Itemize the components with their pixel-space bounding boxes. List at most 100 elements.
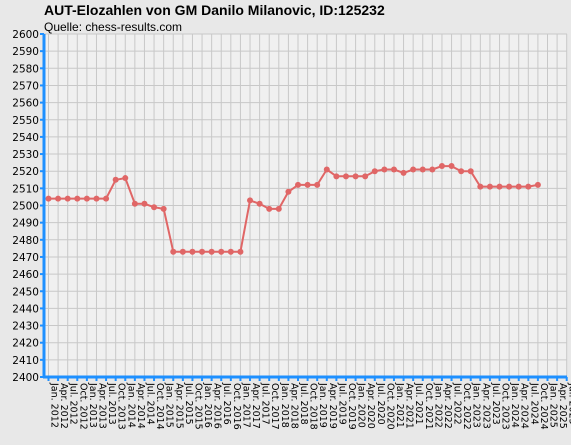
y-tick-label: 2490 — [12, 218, 39, 230]
x-tick-label: Jul. 2012 — [68, 382, 79, 425]
x-tick-label: Jan. 2014 — [125, 382, 136, 428]
data-point — [448, 163, 455, 170]
data-point — [515, 183, 522, 190]
data-point — [256, 200, 263, 207]
data-point — [285, 188, 292, 195]
data-point — [74, 195, 81, 202]
y-tick-label: 2400 — [12, 372, 39, 384]
y-tick-label: 2510 — [12, 183, 39, 195]
x-tick-label: Jan. 2013 — [87, 382, 98, 428]
x-tick-label: Jan. 2018 — [279, 382, 290, 428]
y-tick-label: 2480 — [12, 235, 39, 247]
x-tick-label: Apr. 2021 — [404, 383, 415, 429]
data-point — [218, 248, 225, 255]
y-tick-label: 2430 — [12, 321, 39, 333]
data-point — [333, 173, 340, 180]
y-tick-label: 2550 — [12, 115, 39, 127]
x-tick-label: Oct. 2015 — [192, 383, 203, 430]
data-point — [506, 183, 513, 190]
x-tick-label: Jan. 2020 — [356, 382, 367, 428]
y-tick-label: 2560 — [12, 98, 39, 110]
x-tick-label: Oct. 2023 — [500, 383, 511, 430]
x-tick-label: Jul. 2017 — [260, 382, 271, 425]
data-point — [410, 166, 417, 173]
data-point — [179, 248, 186, 255]
series-line — [48, 165, 539, 253]
y-tick-label: 2530 — [12, 149, 39, 161]
grid-lines — [44, 33, 568, 378]
data-point — [141, 200, 148, 207]
x-tick-label: Jul. 2022 — [452, 382, 463, 425]
data-point — [93, 195, 100, 202]
x-tick-label: Jul. 2024 — [528, 382, 539, 425]
x-tick-label: Apr. 2014 — [135, 383, 146, 429]
y-tick-label: 2410 — [12, 355, 39, 367]
y-tick-label: 2450 — [12, 286, 39, 298]
x-tick-label: Jan. 2019 — [317, 382, 328, 428]
chart-title: AUT-Elozahlen von GM Danilo Milanovic, I… — [44, 2, 385, 18]
data-point — [227, 248, 234, 255]
x-tick-label: Jan. 2015 — [164, 382, 175, 428]
x-tick-label: Jan. 2022 — [432, 382, 443, 428]
data-point — [55, 195, 62, 202]
x-tick-label: Apr. 2025 — [557, 383, 568, 429]
data-point — [237, 248, 244, 255]
data-point — [295, 181, 302, 188]
data-point — [189, 248, 196, 255]
x-tick-label: Jul. 2021 — [413, 382, 424, 425]
data-point — [103, 195, 110, 202]
x-tick-label: Oct. 2022 — [461, 383, 472, 430]
data-point — [170, 248, 177, 255]
x-tick-label: Apr. 2012 — [58, 383, 69, 429]
data-point — [314, 181, 321, 188]
x-tick-label: Apr. 2023 — [480, 383, 491, 429]
data-point — [342, 173, 349, 180]
data-point — [208, 248, 215, 255]
x-tick-label: Apr. 2017 — [250, 383, 261, 429]
data-point — [131, 200, 138, 207]
x-tick-label: Apr. 2015 — [173, 383, 184, 429]
data-point — [323, 166, 330, 173]
data-point — [525, 183, 532, 190]
data-point — [371, 168, 378, 175]
x-tick-label: Jul. 2016 — [221, 382, 232, 425]
x-tick-label: Jul. 2025 — [567, 382, 571, 425]
data-point — [64, 195, 71, 202]
data-point — [419, 166, 426, 173]
data-point — [247, 197, 254, 204]
data-point — [151, 204, 158, 211]
x-tick-label: Oct. 2024 — [538, 383, 549, 430]
x-tick-label: Oct. 2020 — [384, 383, 395, 430]
data-point — [362, 173, 369, 180]
x-tick-label: Apr. 2018 — [288, 383, 299, 429]
data-point — [458, 168, 465, 175]
data-point — [486, 183, 493, 190]
data-point — [112, 176, 119, 183]
data-point — [429, 166, 436, 173]
x-tick-label: Jan. 2016 — [202, 382, 213, 428]
y-tick-label: 2440 — [12, 303, 39, 315]
y-tick-label: 2460 — [12, 269, 39, 281]
data-point — [122, 175, 129, 182]
x-tick-label: Jan. 2024 — [509, 382, 520, 428]
x-tick-label: Oct. 2018 — [308, 383, 319, 430]
x-tick-label: Jan. 2012 — [49, 382, 60, 428]
data-point — [352, 173, 359, 180]
data-point — [477, 183, 484, 190]
x-tick-label: Oct. 2014 — [154, 383, 165, 430]
x-tick-label: Oct. 2013 — [116, 383, 127, 430]
x-tick-label: Jul. 2023 — [490, 382, 501, 425]
x-tick-label: Apr. 2020 — [365, 383, 376, 429]
x-tick-label: Jan. 2025 — [548, 382, 559, 428]
x-tick-label: Jul. 2019 — [336, 382, 347, 425]
x-tick-label: Apr. 2024 — [519, 383, 530, 429]
data-point — [160, 205, 167, 212]
x-tick-label: Apr. 2019 — [327, 383, 338, 429]
x-tick-label: Jan. 2021 — [394, 382, 405, 428]
data-point — [275, 205, 282, 212]
data-point — [467, 168, 474, 175]
y-tick-label: 2500 — [12, 201, 39, 213]
data-point — [496, 183, 503, 190]
y-axis-ticks: 2400 2410 2420 2430 2440 2450 2460 2470 2480 2490… — [12, 29, 44, 384]
